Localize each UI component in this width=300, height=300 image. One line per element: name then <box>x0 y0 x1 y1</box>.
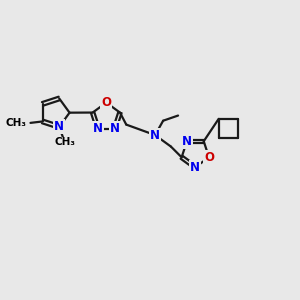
Text: N: N <box>190 161 200 174</box>
Text: CH₃: CH₃ <box>5 118 26 128</box>
Text: N: N <box>182 135 192 148</box>
Text: N: N <box>150 129 160 142</box>
Text: N: N <box>110 122 120 135</box>
Text: N: N <box>54 120 64 134</box>
Text: O: O <box>204 151 214 164</box>
Text: CH₃: CH₃ <box>55 137 76 147</box>
Text: N: N <box>93 122 103 135</box>
Text: O: O <box>101 96 111 109</box>
